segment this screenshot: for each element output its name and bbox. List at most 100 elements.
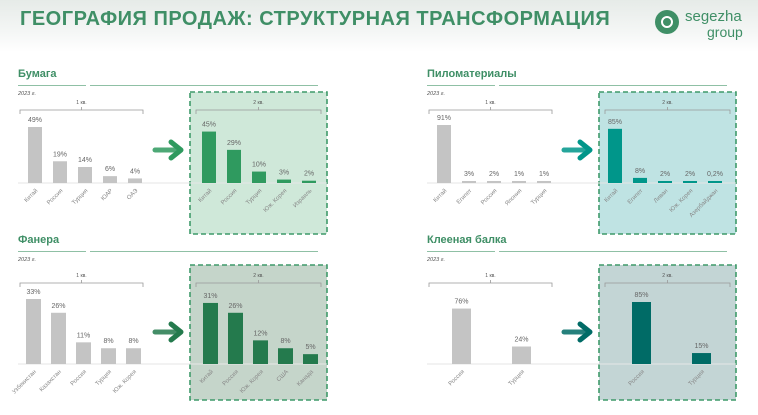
logo-text: segezha: [685, 8, 742, 25]
category-label: Турция: [530, 188, 548, 206]
arrow-right-icon: [577, 139, 593, 161]
bar-q2: [683, 181, 697, 183]
quarter-bracket: [604, 107, 731, 114]
category-label: Китай: [432, 187, 448, 203]
header-background: [0, 0, 758, 52]
data-label: 76%: [454, 299, 468, 306]
bar-q1: [51, 312, 66, 364]
category-label: Китай: [23, 187, 39, 203]
quarter-label: 1 кв.: [76, 100, 86, 106]
quarter-label: 1 кв.: [485, 273, 495, 279]
data-label: 15%: [694, 343, 708, 350]
category-label: Турция: [508, 369, 526, 387]
data-label: 14%: [78, 157, 92, 164]
bar-q2: [277, 179, 291, 183]
category-label: Япония: [504, 188, 523, 207]
data-label: 26%: [51, 303, 65, 310]
data-label: 1%: [539, 171, 549, 178]
bar-q2: [608, 128, 622, 183]
arrow-right-icon: [168, 321, 184, 343]
category-label: Египет: [456, 188, 474, 206]
divider: [90, 85, 318, 86]
category-label: Россия: [70, 369, 88, 387]
bar-chart: 2023 г. 1 кв. 33% Узбекистан 26% Казахстан 11%…: [12, 257, 328, 401]
category-label: Юж. Корея: [112, 369, 138, 395]
divider: [18, 251, 86, 252]
divider: [499, 85, 727, 86]
category-label: Узбекистан: [12, 369, 38, 395]
bar-q1: [76, 342, 91, 364]
bar-q2: [302, 180, 316, 183]
data-label: 2%: [489, 171, 499, 178]
data-label: 85%: [608, 119, 622, 126]
data-label: 11%: [77, 332, 91, 339]
bar-q1: [537, 181, 551, 183]
quarter-bracket: [195, 107, 322, 114]
bar-q1: [28, 127, 42, 183]
data-label: 31%: [203, 293, 217, 300]
bar-q1: [78, 167, 92, 183]
arrow-right-icon: [577, 321, 593, 343]
bar-q1: [512, 181, 526, 183]
bar-q2: [658, 181, 672, 183]
bar-q1: [512, 346, 531, 364]
data-label: 91%: [437, 115, 451, 122]
category-label: Россия: [480, 188, 498, 206]
data-label: 2%: [304, 171, 314, 178]
year-label: 2023 г.: [17, 91, 36, 97]
bar-q1: [26, 299, 41, 364]
category-label: ОАЭ: [126, 188, 140, 202]
bar-q1: [53, 161, 67, 183]
year-label: 2023 г.: [426, 257, 445, 263]
data-label: 45%: [202, 122, 216, 129]
data-label: 2%: [685, 171, 695, 178]
data-label: 1%: [514, 171, 524, 178]
data-label: 8%: [128, 338, 138, 345]
divider: [18, 85, 86, 86]
logo-text-sub: group: [707, 24, 743, 40]
bar-q1: [101, 348, 116, 364]
bar-chart: 2023 г. 1 кв. 49% Китай 19% Россия 14% Турция 6%…: [17, 91, 328, 235]
category-label: Турция: [95, 369, 113, 387]
category-label: Казахстан: [39, 369, 63, 393]
data-label: 2%: [660, 171, 670, 178]
divider: [499, 251, 727, 252]
category-label: Россия: [46, 188, 64, 206]
arrow-right-icon: [168, 139, 184, 161]
bar-q1: [126, 348, 141, 364]
data-label: 49%: [28, 117, 42, 124]
data-label: 3%: [279, 170, 289, 177]
year-label: 2023 г.: [426, 91, 445, 97]
data-label: 8%: [103, 338, 113, 345]
logo-icon: [655, 10, 679, 34]
chart-paper: Бумага 2023 г. 1 кв. 49% Китай 19% Россия 14% Т…: [17, 68, 363, 248]
bar-q2: [708, 181, 722, 183]
bar-q2: [278, 348, 293, 364]
category-label: Турция: [71, 188, 89, 206]
data-label: 0,2%: [707, 171, 723, 178]
data-label: 33%: [26, 289, 40, 296]
year-label: 2023 г.: [17, 257, 36, 263]
divider: [427, 85, 495, 86]
divider: [427, 251, 495, 252]
data-label: 4%: [130, 168, 140, 175]
data-label: 10%: [252, 162, 266, 169]
category-label: ЮАР: [100, 188, 114, 202]
bar-q2: [227, 149, 241, 183]
chart-plywood: Фанера 2023 г. 1 кв. 33% Узбекистан 26% Казах…: [12, 234, 363, 414]
data-label: 5%: [305, 344, 315, 351]
chart-title: Клееная балка: [427, 234, 507, 246]
data-label: 85%: [634, 292, 648, 299]
bar-chart: 2023 г. 1 кв. 91% Китай 3% Египет 2% Россия 1% Яп…: [426, 91, 737, 235]
quarter-label: 2 кв.: [662, 273, 672, 279]
quarter-bracket: [19, 107, 144, 114]
bar-q2: [632, 302, 651, 364]
bar-q2: [202, 131, 216, 183]
bar-q2: [252, 171, 266, 183]
bar-q1: [128, 178, 142, 183]
quarter-bracket: [195, 280, 322, 287]
page-title: ГЕОГРАФИЯ ПРОДАЖ: СТРУКТУРНАЯ ТРАНСФОРМА…: [20, 8, 611, 30]
quarter-bracket: [604, 280, 731, 287]
divider: [90, 251, 318, 252]
